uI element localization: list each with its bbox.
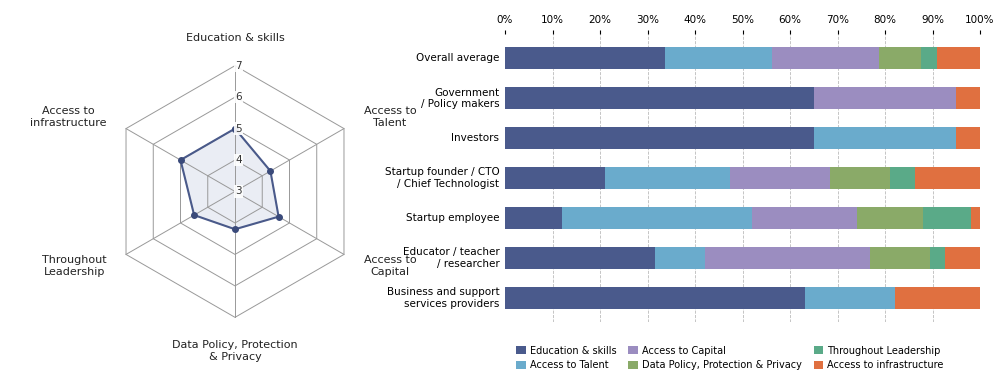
Bar	[562, 207, 752, 229]
Bar	[830, 167, 890, 189]
Bar	[930, 247, 945, 269]
Polygon shape	[181, 129, 279, 229]
Bar	[937, 47, 980, 69]
Bar	[814, 87, 956, 109]
Bar	[814, 127, 956, 149]
Bar	[655, 247, 705, 269]
Bar	[956, 87, 980, 109]
Bar	[945, 247, 980, 269]
Bar	[890, 167, 915, 189]
Bar	[665, 47, 772, 69]
Text: Access to
Talent: Access to Talent	[364, 106, 416, 128]
Text: Throughout
Leadership: Throughout Leadership	[42, 255, 106, 277]
Text: Education & skills: Education & skills	[186, 33, 284, 43]
Bar	[752, 207, 856, 229]
Text: 7: 7	[235, 61, 242, 70]
Bar	[915, 167, 980, 189]
Bar	[970, 207, 980, 229]
Text: 3: 3	[235, 187, 242, 196]
Text: Data Policy, Protection
& Privacy: Data Policy, Protection & Privacy	[172, 340, 298, 362]
Bar	[772, 47, 879, 69]
Bar	[505, 167, 605, 189]
Text: 6: 6	[235, 92, 242, 102]
Bar	[956, 127, 980, 149]
Bar	[730, 167, 830, 189]
Bar	[605, 167, 730, 189]
Bar	[505, 87, 814, 109]
Bar	[505, 247, 655, 269]
Text: 4: 4	[235, 155, 242, 165]
Bar	[705, 247, 870, 269]
Bar	[505, 47, 665, 69]
Text: Access to
Capital: Access to Capital	[364, 255, 416, 277]
Bar	[505, 207, 562, 229]
Bar	[805, 287, 895, 309]
Legend: Education & skills, Access to Talent, Access to Capital, Data Policy, Protection: Education & skills, Access to Talent, Ac…	[513, 342, 947, 374]
Text: Access to
infrastructure: Access to infrastructure	[30, 106, 106, 128]
Bar	[505, 287, 805, 309]
Text: 5: 5	[235, 124, 242, 134]
Bar	[879, 47, 921, 69]
Bar	[505, 127, 814, 149]
Bar	[923, 207, 970, 229]
Bar	[870, 247, 930, 269]
Bar	[856, 207, 923, 229]
Bar	[895, 287, 980, 309]
Bar	[921, 47, 937, 69]
